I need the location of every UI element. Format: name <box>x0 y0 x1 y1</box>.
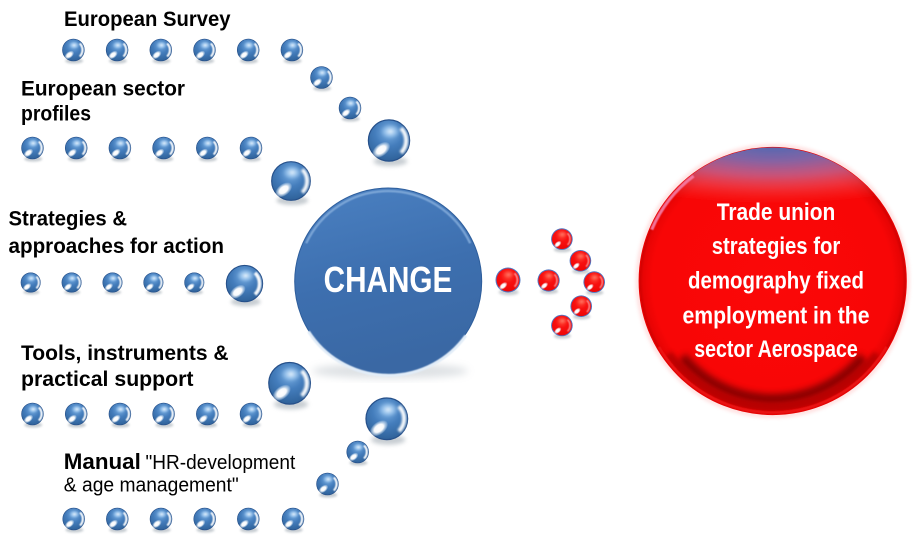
svg-text:"HR-development: "HR-development <box>146 452 296 474</box>
svg-text:Strategies &: Strategies & <box>9 208 128 231</box>
svg-text:European sector: European sector <box>21 77 185 100</box>
svg-text:Manual: Manual <box>64 449 141 474</box>
svg-text:approaches for action: approaches for action <box>9 235 225 258</box>
svg-text:practical support: practical support <box>21 368 194 391</box>
svg-text:CHANGE: CHANGE <box>324 259 453 300</box>
svg-text:employment in the: employment in the <box>683 303 870 330</box>
svg-text:profiles: profiles <box>21 103 91 126</box>
svg-text:sector Aerospace: sector Aerospace <box>694 336 858 363</box>
svg-text:demography fixed: demography fixed <box>688 268 864 295</box>
svg-text:Tools, instruments &: Tools, instruments & <box>21 342 229 365</box>
svg-text:strategies for: strategies for <box>712 233 841 260</box>
svg-text:European Survey: European Survey <box>64 8 231 31</box>
svg-text:Trade union: Trade union <box>717 199 836 226</box>
svg-text:& age management": & age management" <box>64 474 239 496</box>
